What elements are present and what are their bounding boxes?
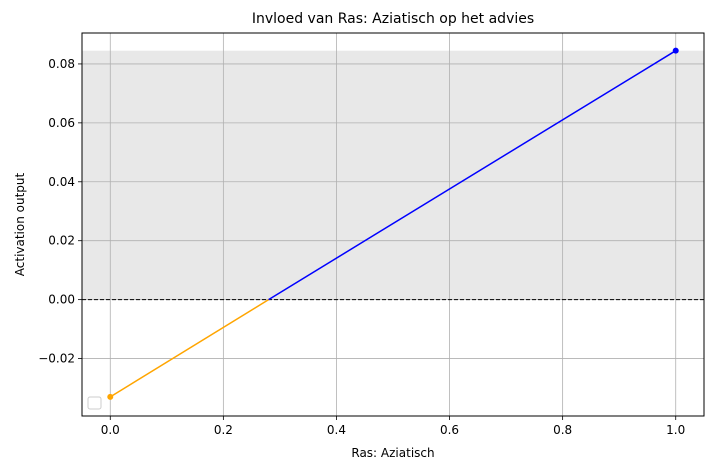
y-tick-label: 0.08 — [48, 57, 75, 71]
series-layer — [107, 47, 679, 400]
y-axis-label: Activation output — [13, 172, 27, 276]
plot-frame — [81, 32, 705, 417]
chart-title: Invloed van Ras: Aziatisch op het advies — [252, 11, 534, 27]
shaded-region-layer — [82, 50, 704, 300]
x-tick-label: 1.0 — [666, 423, 685, 437]
y-tick-label: 0.04 — [48, 175, 75, 189]
y-tick-label: 0.00 — [48, 293, 75, 307]
legend-box — [87, 396, 102, 410]
x-tick-label: 0.0 — [101, 423, 120, 437]
y-tick-label: −0.02 — [38, 352, 75, 366]
x-ticks: 0.0 0.2 0.4 0.6 0.8 1.0 — [101, 416, 685, 437]
x-tick-label: 0.8 — [553, 423, 572, 437]
series-line-0 — [109, 298, 269, 398]
y-tick-label: 0.02 — [48, 234, 75, 248]
series-marker-0 — [107, 393, 114, 400]
x-tick-label: 0.4 — [327, 423, 346, 437]
x-axis-label: Ras: Aziatisch — [351, 446, 434, 460]
y-ticks: −0.02 0.00 0.02 0.04 0.06 0.08 — [38, 57, 82, 366]
series-marker-1 — [672, 47, 679, 54]
grid-layer — [82, 33, 704, 416]
y-tick-label: 0.06 — [48, 116, 75, 130]
shaded-region — [82, 50, 704, 300]
x-tick-label: 0.6 — [440, 423, 459, 437]
series-line-1 — [268, 50, 677, 301]
x-tick-label: 0.2 — [214, 423, 233, 437]
